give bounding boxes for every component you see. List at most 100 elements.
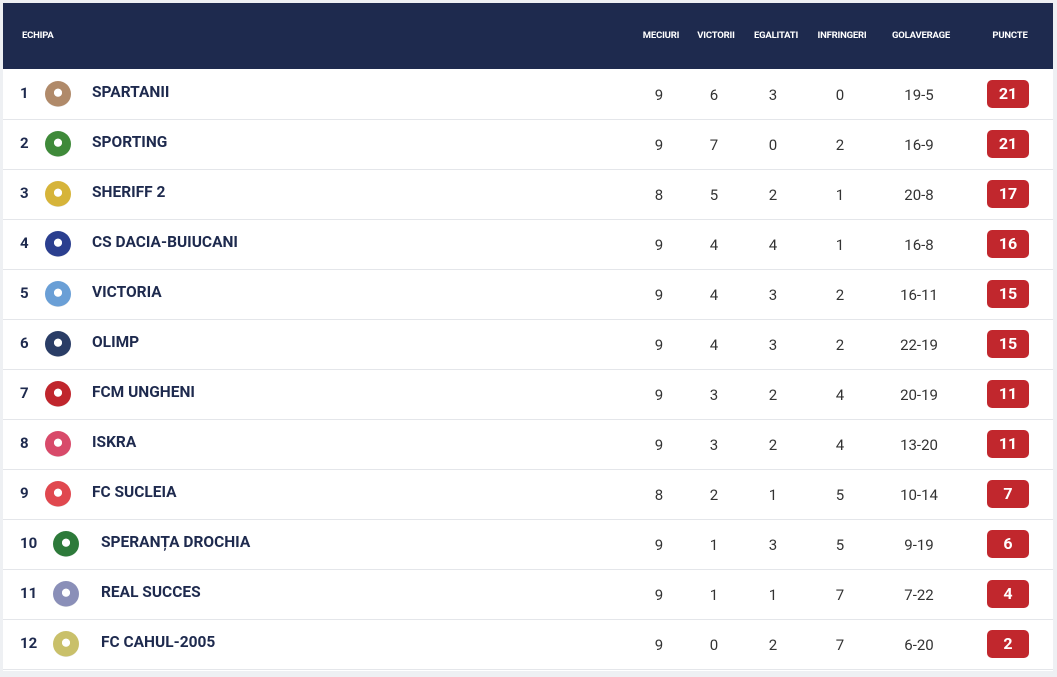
stat-cell: 3: [768, 86, 778, 104]
stat-cell: 10-14: [900, 486, 938, 504]
stat-cell: 1: [709, 536, 719, 554]
stat-cell: 16-9: [904, 136, 934, 154]
points-badge: 11: [987, 380, 1029, 408]
stat-cell: 6-20: [904, 636, 934, 654]
table-header: ECHIPA MECIURI VICTORII EGALITATI INFRINGERI…: [3, 3, 1053, 69]
rank: 4: [20, 234, 29, 252]
rank: 8: [20, 434, 29, 452]
team-logo: [45, 181, 71, 207]
team-name: FCM UNGHENI: [92, 383, 195, 401]
points-badge: 17: [987, 180, 1029, 208]
table-row: 3 SHERIFF 2 8 5 2 1 20-8 17: [3, 170, 1053, 220]
stat-cell: 13-20: [900, 436, 938, 454]
stat-cell: 3: [768, 536, 778, 554]
column-header: ECHIPA: [22, 30, 54, 41]
rank: 1: [20, 84, 29, 102]
stat-cell: 1: [835, 186, 845, 204]
rank: 12: [20, 634, 38, 652]
stat-cell: 9: [654, 336, 664, 354]
stat-cell: 0: [835, 86, 845, 104]
team-name: SPERANȚA DROCHIA: [101, 533, 251, 551]
stat-cell: 3: [768, 336, 778, 354]
team-logo: [45, 231, 71, 257]
team-logo: [45, 81, 71, 107]
stat-cell: 2: [835, 286, 845, 304]
team-name: CS DACIA-BUIUCANI: [92, 233, 238, 251]
stat-cell: 5: [835, 486, 845, 504]
points-badge: 15: [987, 280, 1029, 308]
team-logo: [45, 131, 71, 157]
table-row: 11 REAL SUCCES 9 1 1 7 7-22 4: [3, 570, 1053, 620]
team-name: ISKRA: [92, 433, 137, 451]
team-name: FC CAHUL-2005: [101, 633, 216, 651]
stat-cell: 9: [654, 386, 664, 404]
stat-cell: 3: [709, 386, 719, 404]
stat-cell: 20-19: [900, 386, 938, 404]
stat-cell: 4: [709, 286, 719, 304]
points-badge: 16: [987, 230, 1029, 258]
column-header: EGALITATI: [753, 30, 799, 41]
team-logo: [53, 631, 79, 657]
stat-cell: 4: [835, 386, 845, 404]
stat-cell: 6: [709, 86, 719, 104]
stat-cell: 0: [709, 636, 719, 654]
stat-cell: 7: [709, 136, 719, 154]
team-logo: [45, 481, 71, 507]
points-badge: 2: [987, 630, 1029, 658]
stat-cell: 9: [654, 236, 664, 254]
team-logo: [53, 531, 79, 557]
team-name: SHERIFF 2: [92, 183, 166, 201]
points-badge: 11: [987, 430, 1029, 458]
column-header: PUNCTE: [992, 30, 1028, 41]
column-header: VICTORII: [697, 30, 735, 41]
stat-cell: 16-11: [900, 286, 938, 304]
stat-cell: 7: [835, 636, 845, 654]
stat-cell: 19-5: [904, 86, 934, 104]
standings-table: ECHIPA MECIURI VICTORII EGALITATI INFRINGERI…: [3, 3, 1053, 671]
table-row: 7 FCM UNGHENI 9 3 2 4 20-19 11: [3, 370, 1053, 420]
stat-cell: 9: [654, 136, 664, 154]
column-header: GOLAVERAGE: [891, 30, 951, 41]
team-name: OLIMP: [92, 333, 140, 351]
stat-cell: 2: [768, 436, 778, 454]
team-logo: [45, 331, 71, 357]
stat-cell: 9: [654, 86, 664, 104]
points-badge: 15: [987, 330, 1029, 358]
stat-cell: 9-19: [904, 536, 934, 554]
table-row: 12 FC CAHUL-2005 9 0 2 7 6-20 2: [3, 620, 1053, 670]
team-name: SPARTANII: [92, 83, 170, 101]
stat-cell: 8: [654, 186, 664, 204]
stat-cell: 9: [654, 286, 664, 304]
stat-cell: 2: [768, 636, 778, 654]
table-row: 5 VICTORIA 9 4 3 2 16-11 15: [3, 270, 1053, 320]
stat-cell: 1: [709, 586, 719, 604]
stat-cell: 4: [768, 236, 778, 254]
stat-cell: 9: [654, 536, 664, 554]
stat-cell: 22-19: [900, 336, 938, 354]
rank: 11: [20, 584, 38, 602]
column-header: INFRINGERI: [817, 30, 867, 41]
table-row: 8 ISKRA 9 3 2 4 13-20 11: [3, 420, 1053, 470]
stat-cell: 4: [835, 436, 845, 454]
stat-cell: 2: [709, 486, 719, 504]
table-row: 1 SPARTANII 9 6 3 0 19-5 21: [3, 70, 1053, 120]
table-row: 4 CS DACIA-BUIUCANI 9 4 4 1 16-8 16: [3, 220, 1053, 270]
stat-cell: 7-22: [904, 586, 934, 604]
team-logo: [45, 281, 71, 307]
stat-cell: 2: [768, 386, 778, 404]
rank: 10: [20, 534, 38, 552]
team-logo: [45, 431, 71, 457]
stat-cell: 1: [768, 486, 778, 504]
stat-cell: 1: [768, 586, 778, 604]
points-badge: 6: [987, 530, 1029, 558]
stat-cell: 16-8: [904, 236, 934, 254]
team-logo: [45, 381, 71, 407]
column-header: MECIURI: [642, 30, 680, 41]
stat-cell: 2: [768, 186, 778, 204]
rank: 5: [20, 284, 29, 302]
table-row: 9 FC SUCLEIA 8 2 1 5 10-14 7: [3, 470, 1053, 520]
rank: 7: [20, 384, 29, 402]
stat-cell: 1: [835, 236, 845, 254]
team-name: FC SUCLEIA: [92, 483, 177, 501]
stat-cell: 4: [709, 236, 719, 254]
